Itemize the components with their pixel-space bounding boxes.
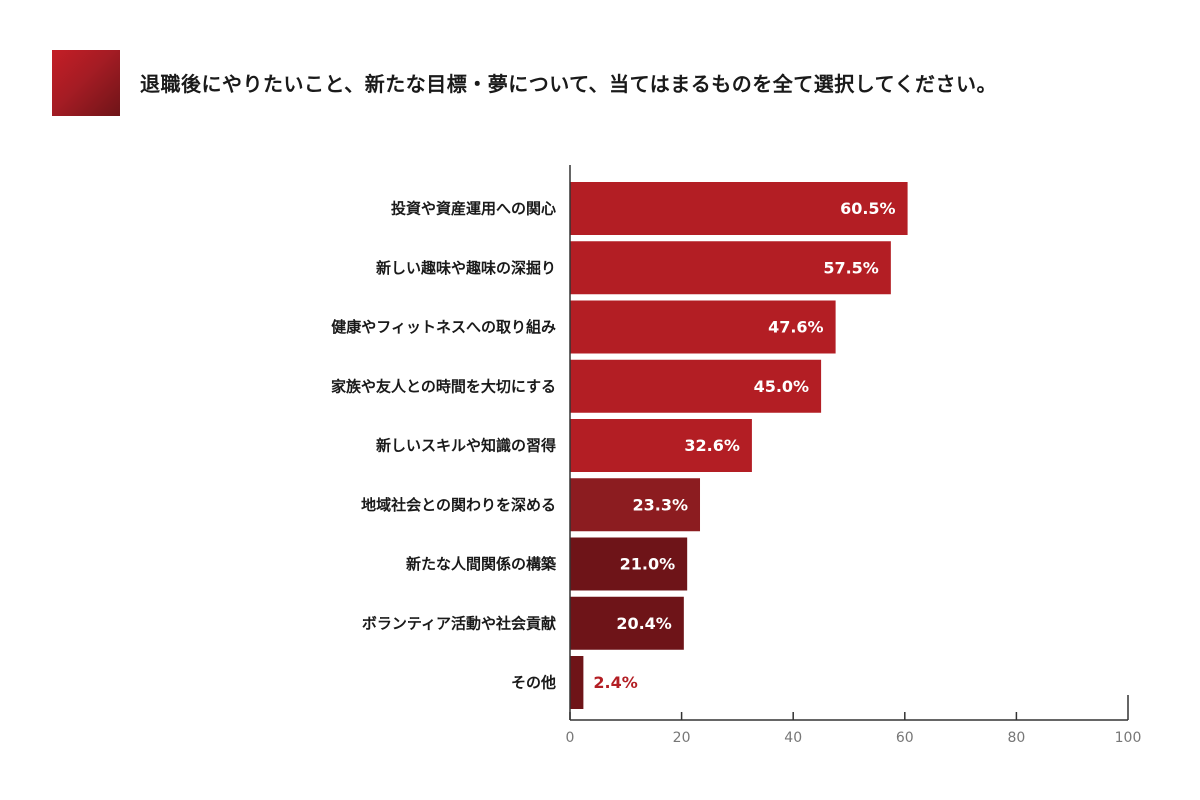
bar-5 [570, 478, 701, 532]
category-label-3: 家族や友人との時間を大切にする [331, 377, 556, 395]
x-tick-label-0: 0 [566, 730, 575, 746]
value-label-2: 47.6% [768, 318, 824, 337]
x-tick-label-40: 40 [784, 730, 802, 746]
category-label-0: 投資や資産運用への関心 [391, 200, 556, 218]
category-label-8: その他 [511, 674, 556, 692]
x-tick-label-60: 60 [896, 730, 914, 746]
bar-7 [570, 596, 684, 650]
value-label-6: 21.0% [620, 555, 676, 574]
category-label-6: 新たな人間関係の構築 [406, 555, 557, 573]
category-label-1: 新しい趣味や趣味の深掘り [376, 259, 556, 277]
bar-8 [570, 656, 584, 709]
chart-title: 退職後にやりたいこと、新たな目標・夢について、当てはまるものを全て選択してくださ… [140, 72, 997, 96]
x-tick-label-80: 80 [1007, 730, 1025, 746]
bar-4 [570, 419, 752, 472]
bar-2 [570, 300, 836, 354]
bar-1 [570, 241, 891, 295]
value-label-4: 32.6% [684, 436, 740, 455]
category-label-5: 地域社会との関わりを深める [361, 496, 556, 514]
value-label-8: 2.4% [593, 673, 637, 692]
value-label-5: 23.3% [632, 495, 688, 514]
title-color-block [52, 50, 120, 116]
bar-6 [570, 537, 688, 591]
category-label-4: 新しいスキルや知識の習得 [376, 437, 556, 455]
value-label-7: 20.4% [616, 614, 672, 633]
value-label-3: 45.0% [754, 377, 810, 396]
value-label-1: 57.5% [823, 258, 879, 277]
category-label-2: 健康やフィットネスへの取り組み [331, 318, 556, 336]
x-tick-label-20: 20 [673, 730, 691, 746]
category-label-7: ボランティア活動や社会貢献 [362, 614, 556, 632]
value-label-0: 60.5% [840, 199, 896, 218]
x-tick-label-100: 100 [1115, 730, 1142, 746]
bar-0 [570, 182, 908, 235]
bar-3 [570, 359, 822, 413]
